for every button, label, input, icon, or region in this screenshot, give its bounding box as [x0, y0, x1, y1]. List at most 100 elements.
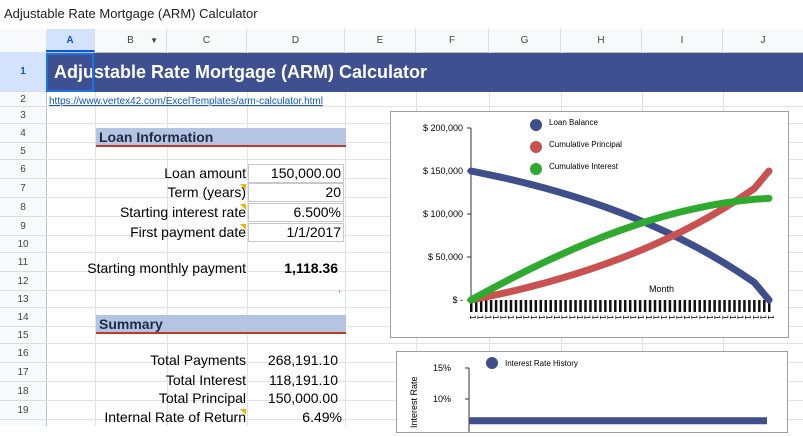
x-tick-label: 1 — [644, 315, 653, 320]
comment-indicator-icon[interactable] — [240, 224, 246, 230]
x-tick — [514, 300, 518, 312]
row-header-15[interactable]: 15 — [0, 327, 46, 344]
x-tick-label: 1 — [720, 315, 729, 320]
first-payment-input[interactable]: 1/1/2017 — [248, 223, 344, 242]
grid-row-line — [46, 106, 803, 107]
row-header-16[interactable]: 16 — [0, 344, 46, 363]
total-payments-label: Total Payments — [150, 352, 246, 368]
row-header-18[interactable]: 18 — [0, 382, 46, 401]
red-dot: . — [338, 283, 342, 295]
x-tick-label: 1 — [529, 315, 538, 320]
window-title: Adjustable Rate Mortgage (ARM) Calculato… — [4, 6, 258, 21]
x-tick-label: 1 — [560, 315, 569, 320]
total-payments-value: 268,191.10 — [267, 352, 338, 368]
y-tick-label: 10% — [433, 394, 451, 404]
banner-cell[interactable]: Adjustable Rate Mortgage (ARM) Calculato… — [46, 53, 803, 92]
x-tick — [614, 300, 617, 312]
x-tick-label: 1 — [544, 315, 553, 320]
column-header-j[interactable]: J — [760, 35, 766, 46]
y-tick-label: $ - — [452, 295, 463, 305]
x-tick-label: 1 — [766, 315, 775, 320]
row-header-14[interactable]: 14 — [0, 308, 46, 327]
x-tick — [638, 300, 642, 312]
column-header-g[interactable]: G — [489, 29, 561, 52]
loan-information-header: Loan Information — [96, 128, 346, 147]
select-all-corner[interactable] — [0, 29, 47, 52]
x-tick — [494, 300, 498, 312]
row-header-13[interactable]: 13 — [0, 291, 46, 308]
x-tick-label: 1 — [743, 315, 752, 320]
column-header-a[interactable]: A — [46, 29, 95, 52]
x-tick — [753, 300, 756, 312]
row-header-17[interactable]: 17 — [0, 363, 46, 382]
y-tick-label: 15% — [433, 363, 451, 373]
row-header-4[interactable]: 4 — [0, 124, 46, 143]
starting-rate-label: Starting interest rate — [119, 204, 246, 220]
x-tick-label: 1 — [759, 315, 768, 320]
comment-indicator-icon[interactable] — [240, 409, 246, 415]
chevron-down-icon[interactable]: ▼ — [150, 36, 158, 45]
row-header-12[interactable]: 12 — [0, 272, 46, 291]
irr-value: 6.49% — [302, 409, 342, 425]
x-tick — [484, 300, 488, 312]
loan-information-title: Loan Information — [99, 129, 214, 145]
column-header-e[interactable]: E — [345, 29, 416, 52]
x-tick-label: 1 — [751, 315, 760, 320]
row-header-10[interactable]: 10 — [0, 236, 46, 253]
row-header-9[interactable]: 9 — [0, 217, 46, 236]
x-tick-label: 1 — [697, 315, 706, 320]
column-header-d[interactable]: D — [247, 29, 345, 52]
x-tick — [529, 300, 533, 312]
row-header-1[interactable]: 1 — [0, 52, 46, 92]
term-input[interactable]: 20 — [248, 183, 344, 202]
x-tick — [579, 300, 582, 312]
x-tick-label: 1 — [674, 315, 683, 320]
starting-rate-input[interactable]: 6.500% — [248, 203, 344, 222]
column-header-b[interactable]: B ▼ — [95, 29, 167, 52]
loan-amount-label: Loan amount — [164, 165, 246, 181]
comment-indicator-icon[interactable] — [240, 204, 246, 210]
y-tick-label: $ 150,000 — [423, 166, 463, 176]
x-axis-label: Month — [649, 284, 674, 294]
x-tick — [499, 300, 503, 312]
legend-label-1: Cumulative Principal — [549, 140, 622, 149]
interest-rate-chart[interactable]: Interest Rate 15% 10% Interest Rate History — [396, 351, 788, 433]
column-header-h[interactable]: H — [561, 29, 642, 52]
row-header-5[interactable]: 5 — [0, 143, 46, 160]
y-tick-label: $ 200,000 — [423, 123, 463, 133]
row-header-6[interactable]: 6 — [0, 160, 46, 179]
row-header-7[interactable]: 7 — [0, 179, 46, 198]
row-header-8[interactable]: 8 — [0, 198, 46, 217]
x-tick-label: 1 — [705, 315, 714, 320]
column-header-f[interactable]: F — [416, 29, 489, 52]
vertex42-link[interactable]: https://www.vertex42.com/ExcelTemplates/… — [49, 96, 323, 107]
selected-cell-a1[interactable] — [46, 53, 94, 92]
x-tick-label: 1 — [522, 315, 531, 320]
x-tick — [599, 300, 602, 312]
row-header-11[interactable]: 11 — [0, 253, 46, 272]
x-tick-label: 1 — [629, 315, 638, 320]
x-tick — [574, 300, 577, 312]
x-tick — [723, 300, 726, 312]
first-payment-label: First payment date — [130, 224, 246, 240]
series-line-2 — [467, 194, 773, 304]
x-tick-label: 1 — [552, 315, 561, 320]
x-tick — [658, 300, 662, 312]
x-tick — [623, 300, 627, 312]
row-header-3[interactable]: 3 — [0, 107, 46, 124]
x-tick — [559, 300, 562, 312]
row-header-19[interactable]: 19 — [0, 401, 46, 420]
x-tick — [738, 300, 741, 312]
column-header-b-label: B — [127, 35, 134, 46]
column-header-c[interactable]: C — [167, 29, 247, 52]
x-tick — [594, 300, 597, 312]
x-tick — [728, 300, 731, 312]
row-header-2[interactable]: 2 — [0, 92, 46, 107]
comment-indicator-icon[interactable] — [240, 184, 246, 190]
x-tick — [708, 300, 711, 312]
loan-amount-input[interactable]: 150,000.00 — [248, 164, 344, 183]
column-header-i[interactable]: I — [642, 29, 723, 52]
series-line-0 — [467, 167, 773, 304]
x-tick — [733, 300, 736, 312]
